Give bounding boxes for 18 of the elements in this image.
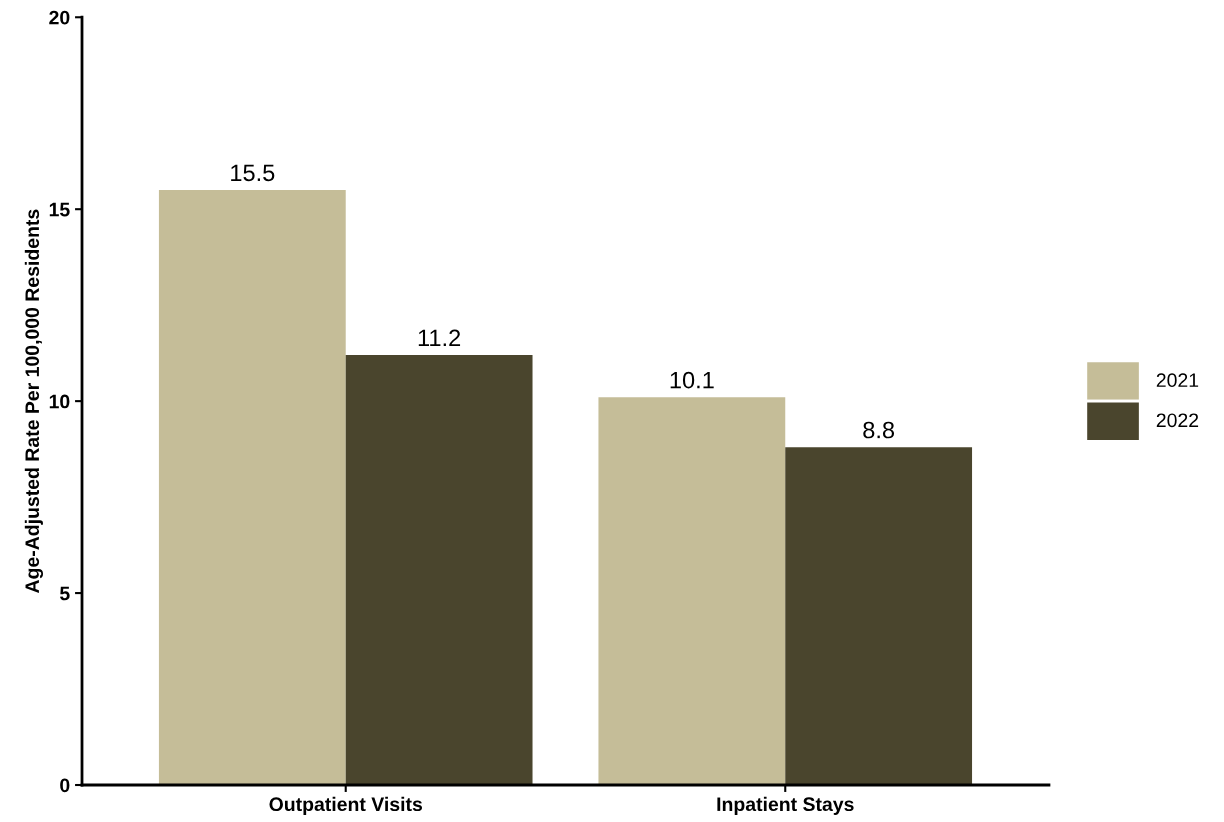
- y-tick-label: 0: [60, 778, 70, 793]
- bar: [345, 355, 533, 786]
- y-axis-title: Age-Adjusted Rate Per 100,000 Residents: [24, 209, 44, 593]
- legend-label: 2022: [1156, 413, 1199, 428]
- y-tick-label: 15: [49, 202, 70, 217]
- data-label: 11.2: [418, 329, 461, 347]
- x-tick-label: Outpatient Visits: [269, 796, 423, 815]
- legend-label: 2021: [1156, 373, 1199, 388]
- bar: [785, 447, 973, 786]
- x-tick-label: Inpatient Stays: [717, 796, 854, 815]
- y-tick-label: 10: [49, 394, 70, 409]
- data-label: 10.1: [670, 371, 714, 389]
- data-label: 8.8: [863, 421, 895, 439]
- y-tick-label: 5: [59, 586, 70, 601]
- data-label: 15.5: [231, 164, 275, 182]
- bar: [158, 190, 346, 786]
- bar: [598, 397, 786, 786]
- y-tick-label: 20: [49, 10, 70, 25]
